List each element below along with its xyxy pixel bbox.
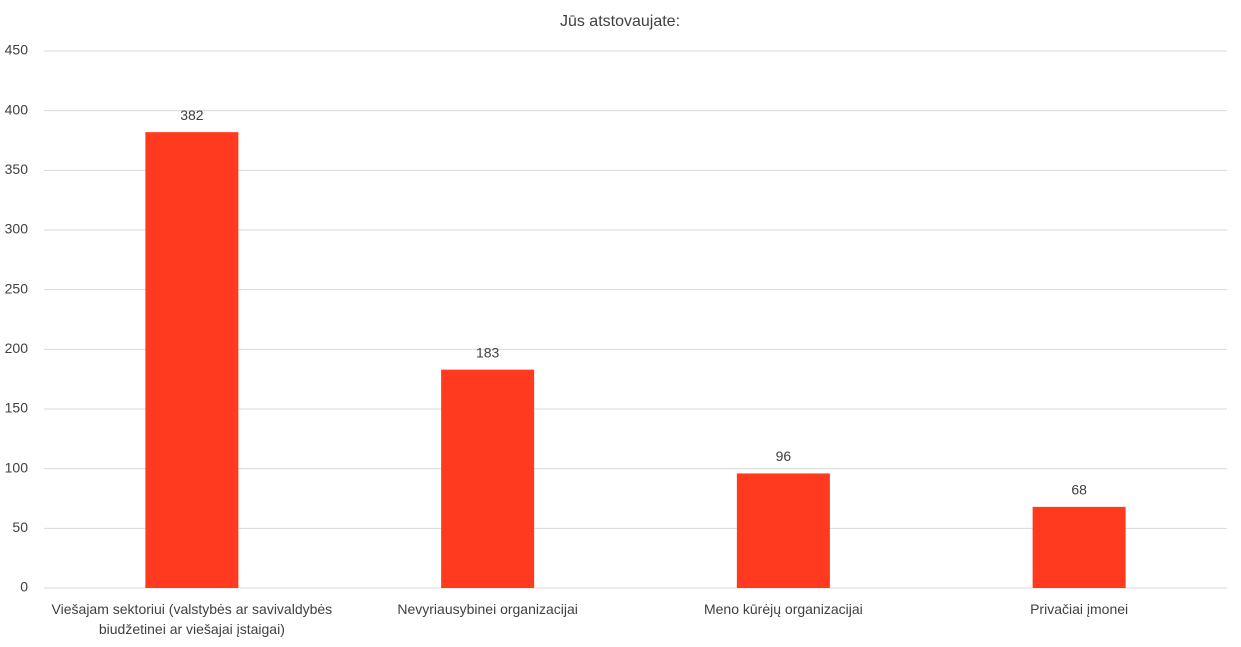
y-tick-label: 350 bbox=[5, 161, 29, 177]
x-tick-label: Meno kūrėjų organizacijai bbox=[703, 601, 863, 617]
data-label: 183 bbox=[476, 344, 500, 360]
bar bbox=[441, 369, 535, 588]
y-tick-label: 200 bbox=[5, 340, 29, 356]
data-label: 96 bbox=[776, 448, 792, 464]
y-tick-label: 300 bbox=[5, 221, 29, 237]
data-label: 382 bbox=[180, 107, 204, 123]
bar bbox=[145, 132, 239, 588]
bar bbox=[1032, 506, 1126, 588]
chart-title: Jūs atstovaujate: bbox=[560, 13, 680, 30]
y-tick-label: 400 bbox=[5, 101, 29, 117]
y-tick-label: 50 bbox=[12, 519, 28, 535]
data-label: 68 bbox=[1071, 482, 1087, 498]
bar bbox=[736, 473, 830, 588]
x-tick-label: Nevyriausybinei organizacijai bbox=[397, 601, 578, 617]
y-tick-label: 250 bbox=[5, 280, 29, 296]
x-tick-label: Privačiai įmonei bbox=[1030, 601, 1129, 617]
x-tick-label: Viešajam sektoriui (valstybės ar savival… bbox=[51, 601, 333, 637]
y-tick-label: 150 bbox=[5, 400, 29, 416]
y-tick-label: 450 bbox=[5, 42, 29, 58]
y-tick-label: 0 bbox=[20, 579, 28, 595]
y-tick-label: 100 bbox=[5, 459, 29, 475]
